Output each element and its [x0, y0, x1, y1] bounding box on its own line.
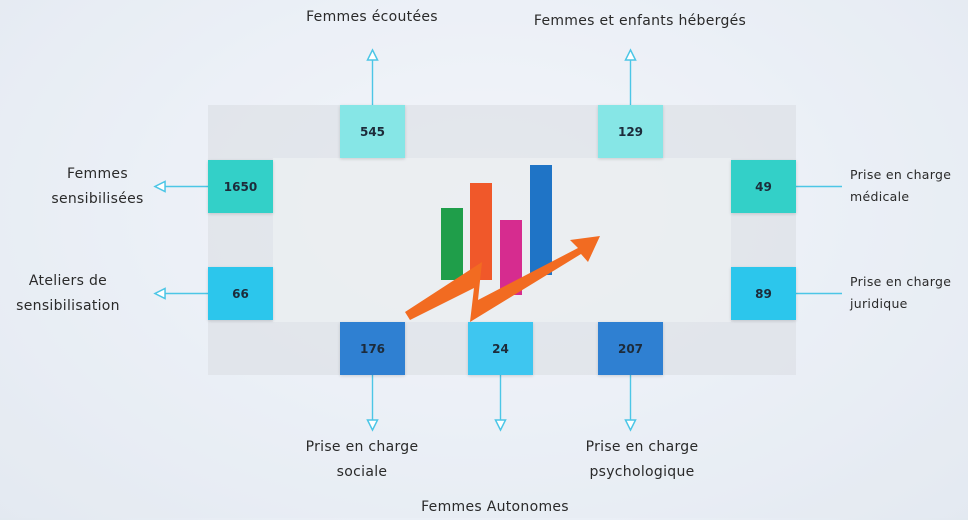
value-box: 176	[340, 322, 405, 375]
diagram	[0, 0, 968, 518]
page: (() => { const data = JSON.parse(documen…	[0, 0, 968, 518]
value-box: 89	[731, 267, 796, 320]
value-box: 129	[598, 105, 663, 158]
item-label: Prise en charge sociale	[287, 435, 437, 485]
value-box: 207	[598, 322, 663, 375]
item-label: Prise en charge médicale	[850, 164, 968, 208]
value-box: 49	[731, 160, 796, 213]
item-label: Prise en charge psychologique	[567, 435, 717, 485]
value-box: 1650	[208, 160, 273, 213]
value-box: 66	[208, 267, 273, 320]
item-label: Femmes et enfants hébergés	[500, 9, 780, 34]
value-box: 545	[340, 105, 405, 158]
item-label: Femmes Autonomes	[395, 495, 595, 520]
value-box: 24	[468, 322, 533, 375]
item-label: Femmes écoutées	[272, 5, 472, 30]
item-label: Ateliers de sensibilisation	[2, 269, 134, 319]
item-label: Femmes sensibilisées	[40, 162, 155, 212]
item-label: Prise en charge juridique	[850, 271, 968, 315]
